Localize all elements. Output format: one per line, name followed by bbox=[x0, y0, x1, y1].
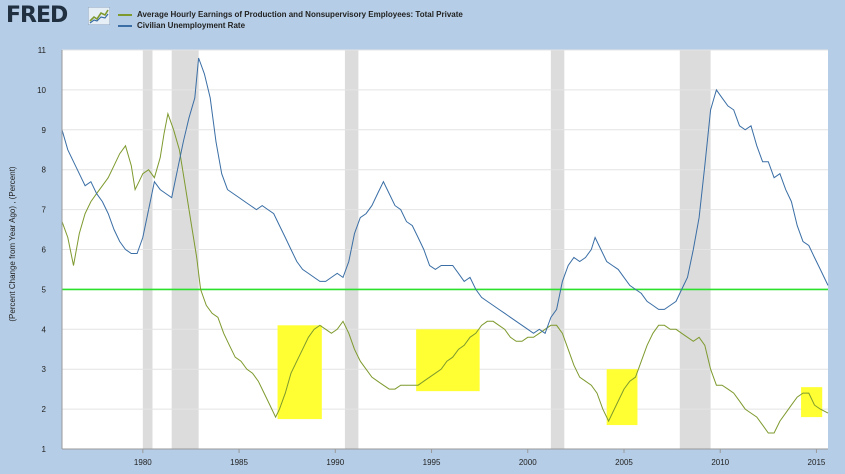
x-tick-label: 2000 bbox=[519, 458, 537, 467]
x-tick-label: 1990 bbox=[326, 458, 344, 467]
y-tick-label: 5 bbox=[42, 285, 47, 294]
highlight-box bbox=[801, 387, 823, 418]
y-tick-label: 2 bbox=[42, 405, 47, 414]
y-tick-label: 11 bbox=[38, 46, 47, 55]
y-tick-label: 3 bbox=[42, 365, 47, 374]
legend-swatch-earnings bbox=[118, 14, 132, 16]
y-tick-label: 10 bbox=[37, 86, 46, 95]
y-tick-label: 4 bbox=[42, 325, 47, 334]
x-tick-label: 1980 bbox=[134, 458, 152, 467]
chart-line-icon[interactable] bbox=[88, 7, 110, 25]
legend-swatch-unemployment bbox=[118, 25, 132, 27]
series-line-earnings bbox=[61, 111, 829, 434]
y-tick-label: 1 bbox=[42, 445, 47, 454]
series-line-unemployment bbox=[61, 57, 829, 335]
highlight-box bbox=[277, 325, 322, 420]
x-tick-label: 1995 bbox=[423, 458, 441, 467]
y-tick-label: 8 bbox=[42, 166, 47, 175]
fred-header: FRED Average Hourly Earnings of Producti… bbox=[0, 0, 845, 36]
x-tick-label: 2015 bbox=[808, 458, 826, 467]
legend-label-unemployment: Civilian Unemployment Rate bbox=[137, 21, 246, 30]
x-tick-label: 2005 bbox=[615, 458, 633, 467]
highlight-box bbox=[606, 369, 638, 426]
x-tick-label: 2010 bbox=[711, 458, 729, 467]
y-tick-label: 6 bbox=[42, 246, 47, 255]
y-tick-label: 7 bbox=[42, 206, 47, 215]
y-tick-label: 9 bbox=[42, 126, 47, 135]
x-tick-label: 1985 bbox=[230, 458, 248, 467]
legend-label-earnings: Average Hourly Earnings of Production an… bbox=[137, 10, 463, 19]
fred-logo[interactable]: FRED bbox=[6, 3, 68, 28]
